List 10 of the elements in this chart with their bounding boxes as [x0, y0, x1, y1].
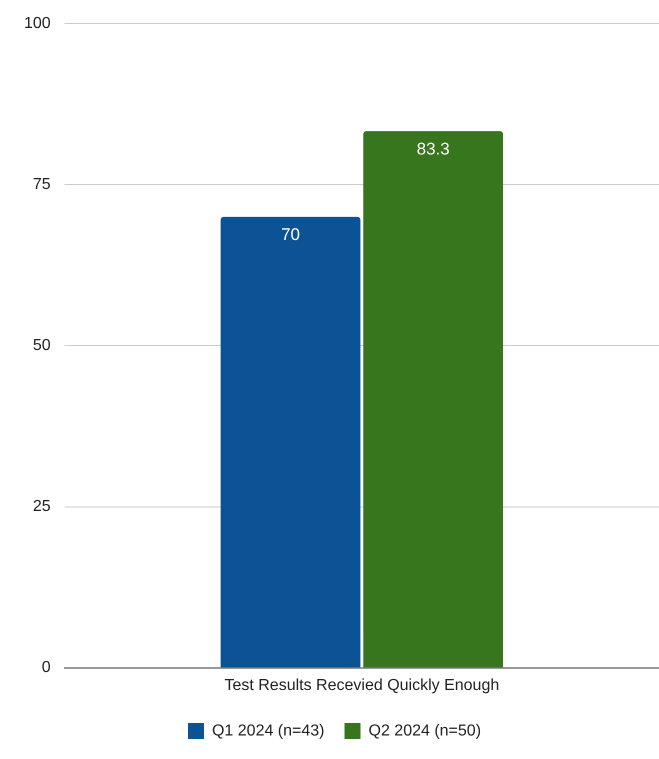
y-tick-label: 25: [32, 498, 51, 516]
y-tick-label: 75: [32, 176, 51, 194]
legend-label: Q2 2024 (n=50): [368, 722, 482, 740]
legend-label: Q1 2024 (n=43): [212, 722, 325, 740]
data-label: 83.3: [416, 139, 450, 158]
x-tick-label: Test Results Recevied Quickly Enough: [224, 676, 500, 694]
y-tick-label: 100: [24, 15, 51, 32]
data-label: 70: [281, 225, 300, 244]
y-tick-label: 0: [42, 659, 51, 676]
y-tick-label: 50: [32, 337, 51, 354]
